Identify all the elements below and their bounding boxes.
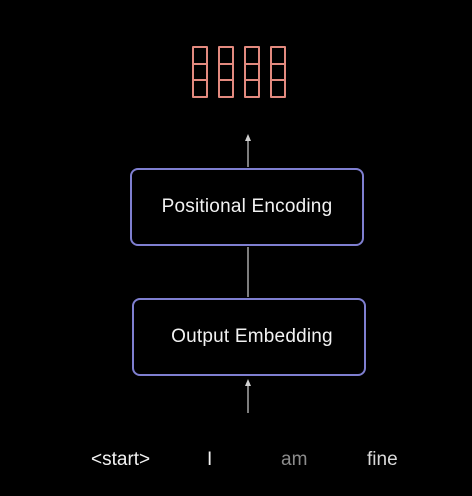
vector-cell: [194, 81, 206, 96]
arrow-tokens-to-oe-head: [245, 379, 251, 386]
vector-cell: [194, 65, 206, 82]
vector-cell: [220, 48, 232, 65]
output-vector: [192, 46, 208, 98]
output-vector: [218, 46, 234, 98]
vector-cell: [246, 81, 258, 96]
vector-cell: [220, 65, 232, 82]
output-embedding-label: Output Embedding: [171, 326, 333, 347]
output-vector: [244, 46, 260, 98]
token-start: <start>: [91, 449, 151, 470]
positional-encoding-box: Positional Encoding: [130, 168, 364, 246]
output-vectors: [192, 46, 286, 98]
output-embedding-box: Output Embedding: [132, 298, 366, 376]
vector-cell: [246, 48, 258, 65]
vector-cell: [194, 48, 206, 65]
vector-cell: [220, 81, 232, 96]
vector-cell: [272, 65, 284, 82]
vector-cell: [272, 48, 284, 65]
arrow-pe-to-vectors-head: [245, 134, 251, 141]
positional-encoding-label: Positional Encoding: [161, 196, 333, 217]
vector-cell: [272, 81, 284, 96]
token-fine: fine: [367, 449, 398, 470]
token-am: am: [281, 449, 308, 470]
vector-cell: [246, 65, 258, 82]
output-vector: [270, 46, 286, 98]
token-i: I: [207, 449, 213, 470]
